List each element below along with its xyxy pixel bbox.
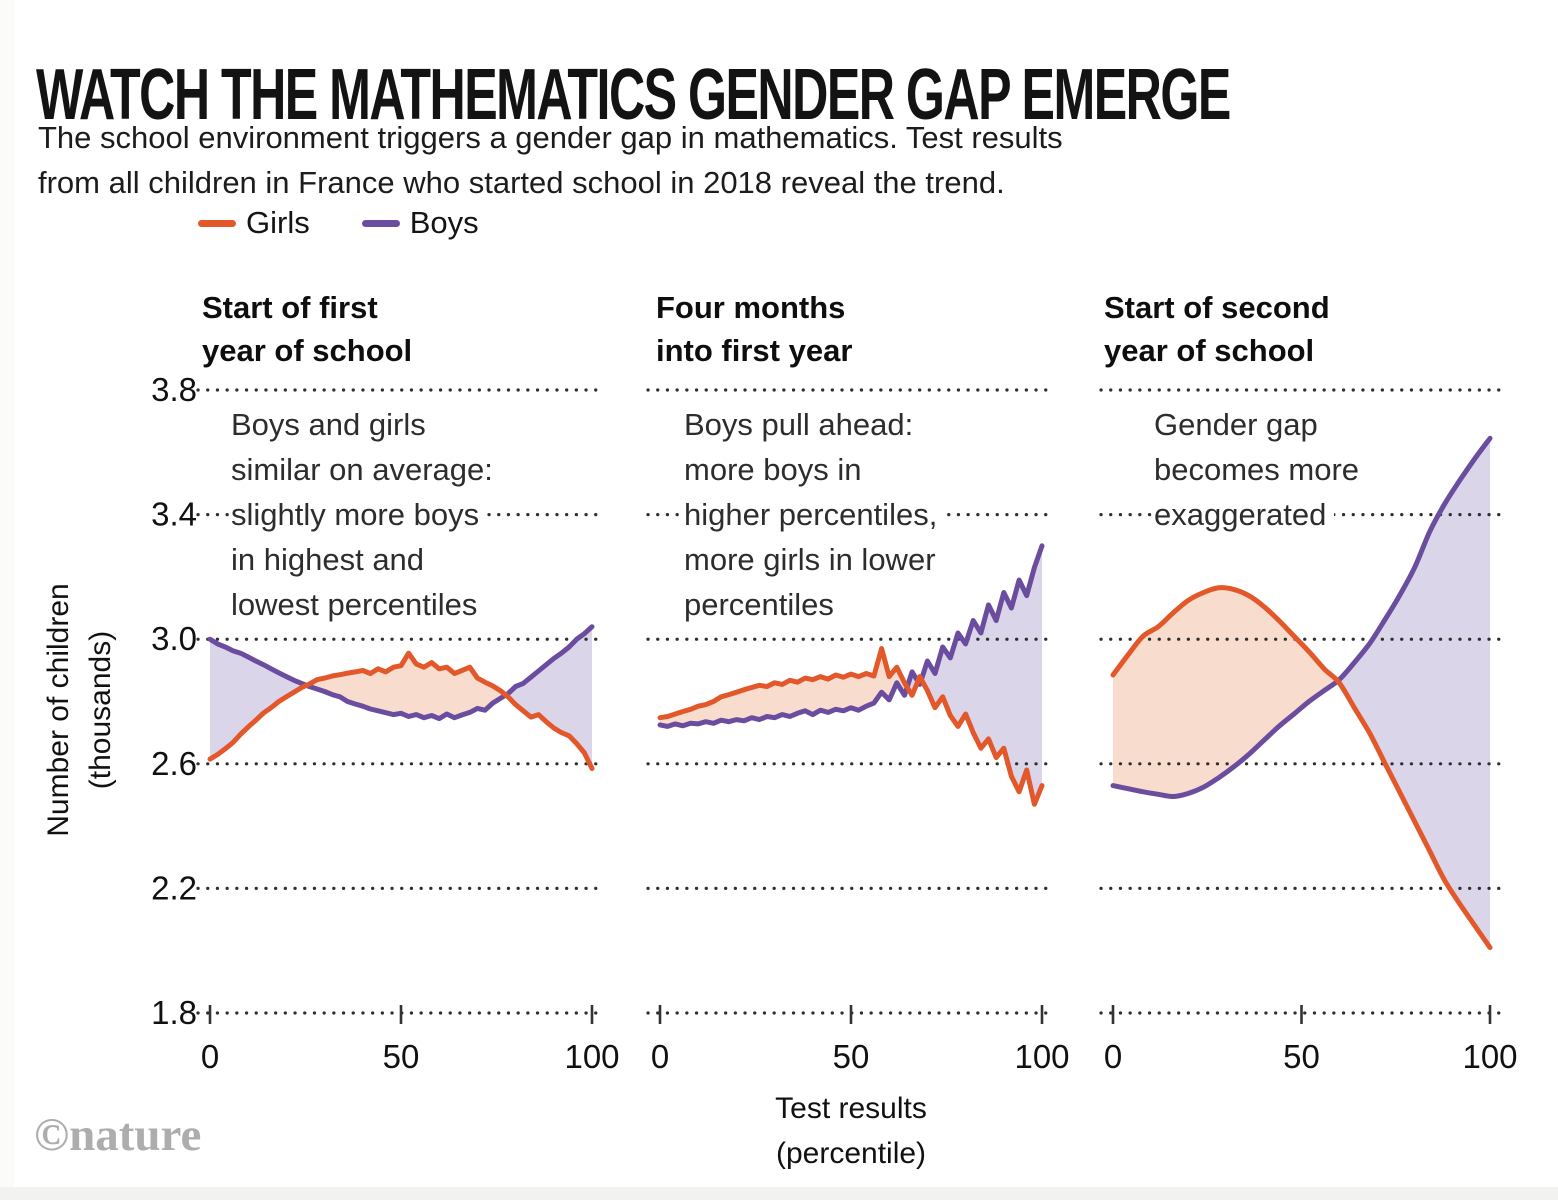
x-tick-label: 0 (1104, 1038, 1122, 1075)
panel-annotation-1: Boys and girls similar on average: slightl… (231, 402, 501, 627)
x-tick-label: 100 (564, 1038, 619, 1075)
fill-girls-above (660, 648, 908, 727)
panel-title-four-months: Four months into first year (656, 290, 853, 368)
x-tick-label: 50 (1283, 1038, 1320, 1075)
annotation-line: in highest and (231, 537, 433, 582)
annotation-line: exaggerated (1154, 492, 1335, 537)
annotation-line: Gender gap (1154, 402, 1326, 447)
x-tick-label: 100 (1014, 1038, 1069, 1075)
x-tick-label: 50 (383, 1038, 420, 1075)
boys-line (1110, 435, 1493, 800)
legend-label-girls: Girls (246, 205, 310, 240)
subtitle: The school environment triggers a gender… (38, 120, 1063, 200)
annotation-line: higher percentiles, (684, 492, 946, 537)
annotation-line: slightly more boys (231, 492, 488, 537)
fill-boys-above (1337, 438, 1490, 948)
panel-annotation-3: Gender gap becomes more exaggerated (1154, 402, 1368, 537)
bottom-strip (0, 1187, 1558, 1200)
y-tick-label: 3.4 (151, 496, 197, 533)
fill-girls-above (1113, 587, 1338, 797)
annotation-line: becomes more (1154, 447, 1368, 492)
y-tick-label: 2.2 (151, 869, 197, 906)
y-tick-label: 3.8 (151, 371, 197, 408)
annotation-line: percentiles (684, 582, 842, 627)
girls-line (207, 650, 595, 771)
boys-line (207, 624, 595, 722)
fill-boys-above (505, 626, 592, 769)
legend: Girls Boys (198, 205, 479, 241)
page-title: WATCH THE MATHEMATICS GENDER GAP EMERGE (36, 53, 1231, 135)
fill-boys-above (210, 639, 307, 760)
y-tick-label: 1.8 (151, 994, 197, 1031)
girls-line-swatch (198, 219, 236, 227)
legend-item-boys: Boys (361, 205, 479, 241)
panel-title-start-first-year: Start of first year of school (202, 290, 413, 368)
annotation-line: Boys pull ahead: (684, 402, 922, 447)
y-tick-label: 2.6 (151, 745, 197, 782)
nature-logo: ©nature (34, 1109, 202, 1161)
girls-line (1110, 585, 1493, 951)
annotation-line: more girls in lower (684, 537, 944, 582)
annotation-line: Boys and girls (231, 402, 434, 447)
boys-line (657, 543, 1045, 729)
y-tick-label: 3.0 (151, 620, 197, 657)
annotation-line: lowest percentiles (231, 582, 486, 627)
x-axis-title: Test results (percentile) (775, 1092, 927, 1170)
legend-label-boys: Boys (409, 205, 479, 240)
left-gutter (0, 0, 14, 1200)
panel-annotation-2: Boys pull ahead: more boys in higher perce… (684, 402, 946, 627)
x-tick-label: 0 (201, 1038, 219, 1075)
annotation-line: more boys in (684, 447, 870, 492)
legend-item-girls: Girls (198, 205, 310, 241)
x-tick-label: 50 (833, 1038, 870, 1075)
x-tick-label: 0 (651, 1038, 669, 1075)
x-tick-label: 100 (1462, 1038, 1517, 1075)
boys-line-swatch (361, 219, 400, 227)
annotation-line: similar on average: (231, 447, 501, 492)
girls-line (657, 646, 1045, 807)
panel-title-start-second-year: Start of second year of school (1104, 290, 1330, 368)
y-axis-title: Number of children (thousands) (42, 583, 117, 837)
